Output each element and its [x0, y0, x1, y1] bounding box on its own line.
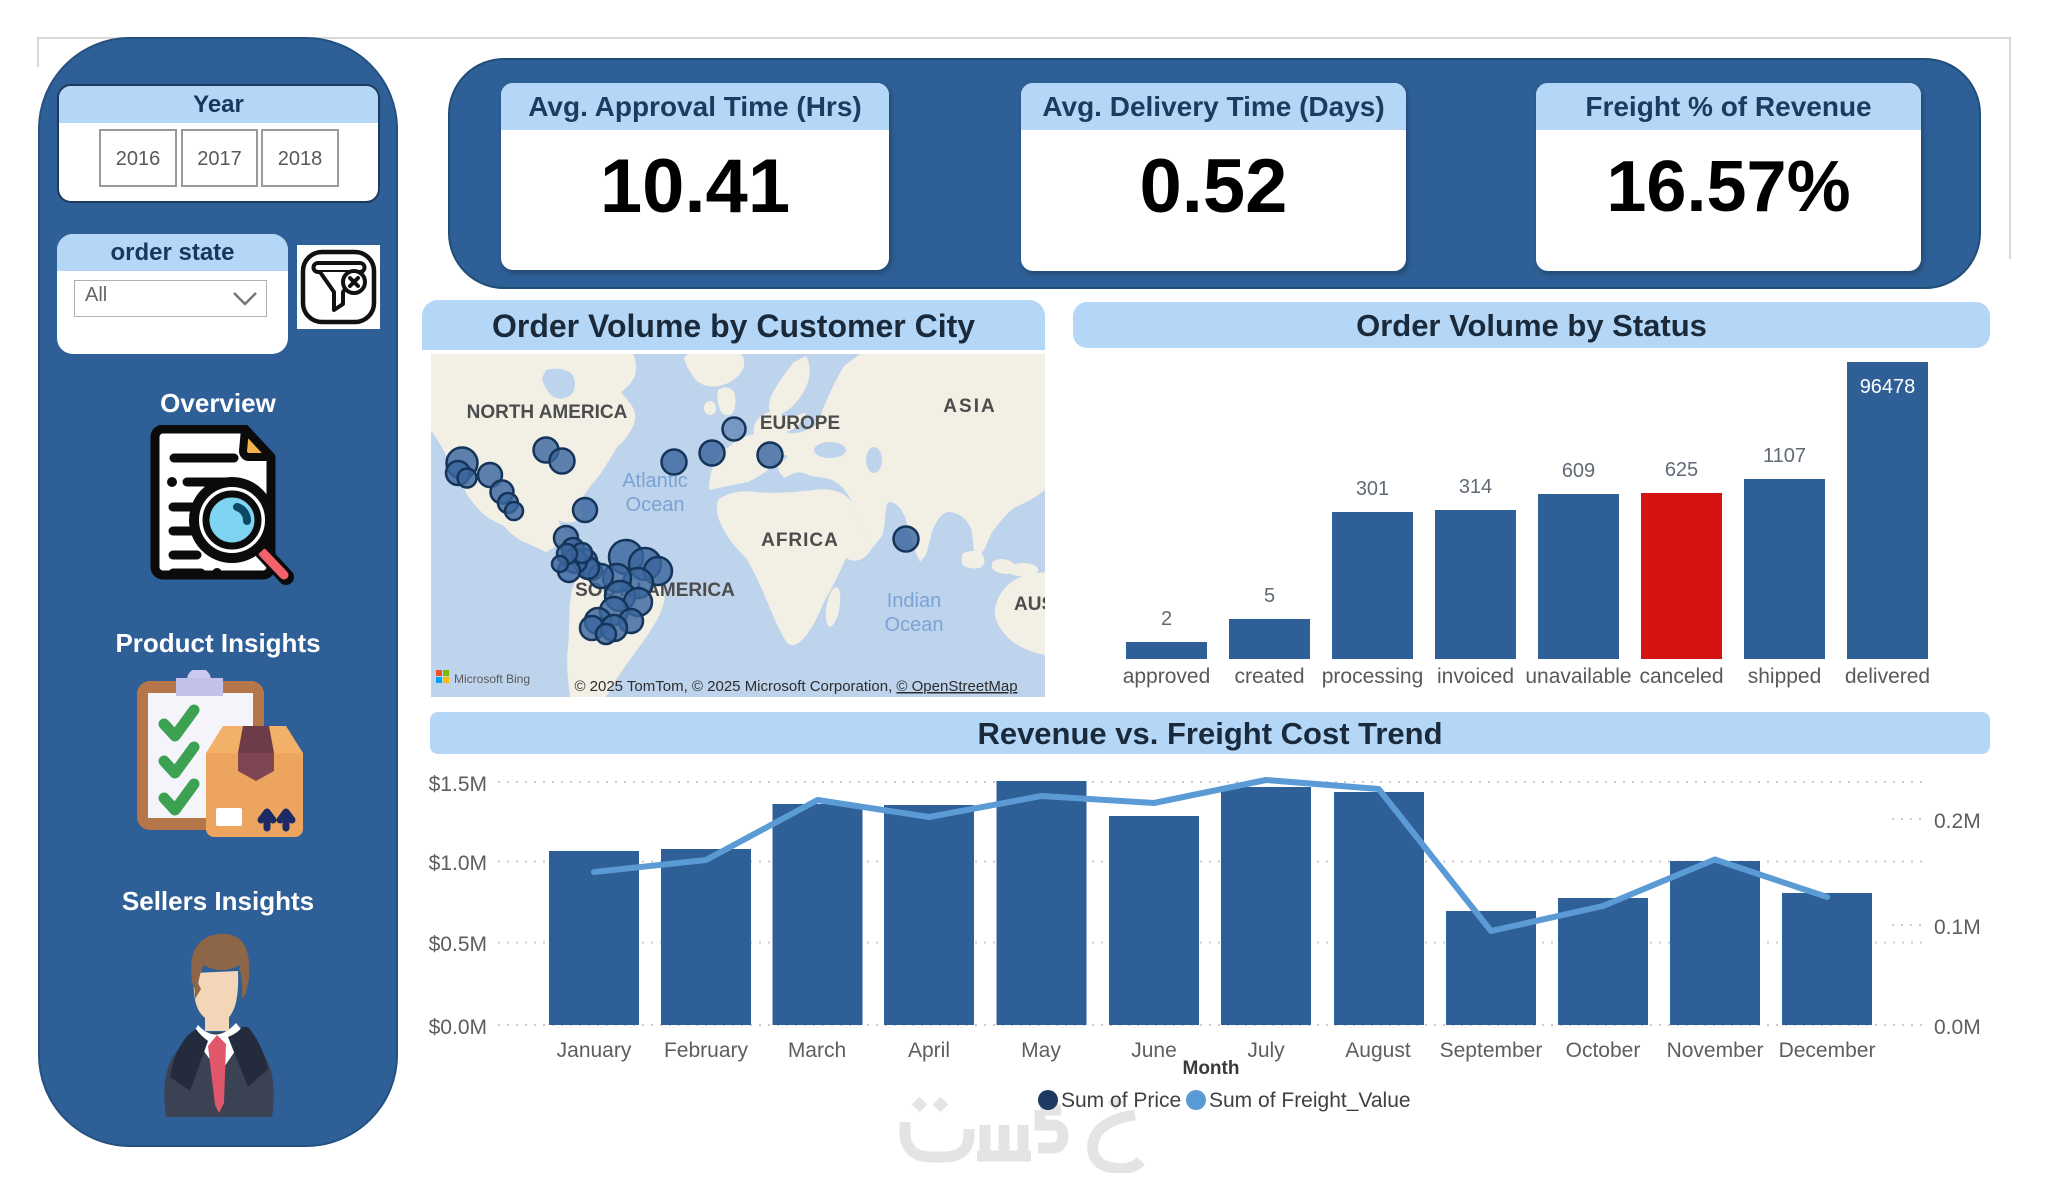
svg-text:ASIA: ASIA [943, 396, 996, 417]
svg-text:January: January [557, 1039, 632, 1062]
svg-text:September: September [1440, 1039, 1543, 1062]
svg-text:Ocean: Ocean [626, 494, 685, 516]
svg-text:Indian: Indian [887, 590, 942, 612]
svg-text:February: February [664, 1039, 749, 1062]
svg-text:$0.5M: $0.5M [429, 933, 487, 956]
svg-text:December: December [1779, 1039, 1876, 1062]
svg-text:0.0M: 0.0M [1934, 1016, 1981, 1039]
svg-text:July: July [1247, 1039, 1285, 1062]
svg-text:Sum of Freight_Value: Sum of Freight_Value [1209, 1089, 1411, 1112]
svg-text:$0.0M: $0.0M [429, 1016, 487, 1039]
svg-text:Month: Month [1183, 1058, 1240, 1079]
svg-text:November: November [1667, 1039, 1764, 1062]
svg-text:© 2025 TomTom, © 2025 Microsof: © 2025 TomTom, © 2025 Microsoft Corporat… [574, 678, 1017, 695]
svg-text:June: June [1131, 1039, 1177, 1062]
svg-text:May: May [1021, 1039, 1061, 1062]
svg-text:Sum of Price: Sum of Price [1061, 1089, 1181, 1112]
svg-text:EUROPE: EUROPE [760, 413, 840, 434]
svg-text:AUSTRALIA: AUSTRALIA [1014, 594, 1045, 615]
svg-text:March: March [788, 1039, 846, 1062]
svg-text:$1.5M: $1.5M [429, 773, 487, 796]
svg-text:Ocean: Ocean [885, 614, 944, 636]
svg-text:$1.0M: $1.0M [429, 852, 487, 875]
svg-text:October: October [1566, 1039, 1641, 1062]
svg-text:0.1M: 0.1M [1934, 916, 1981, 939]
svg-text:April: April [908, 1039, 950, 1062]
svg-text:Microsoft Bing: Microsoft Bing [454, 672, 530, 686]
svg-text:NORTH AMERICA: NORTH AMERICA [467, 402, 628, 423]
svg-text:August: August [1345, 1039, 1411, 1062]
svg-text:AFRICA: AFRICA [761, 530, 839, 551]
svg-text:0.2M: 0.2M [1934, 810, 1981, 833]
